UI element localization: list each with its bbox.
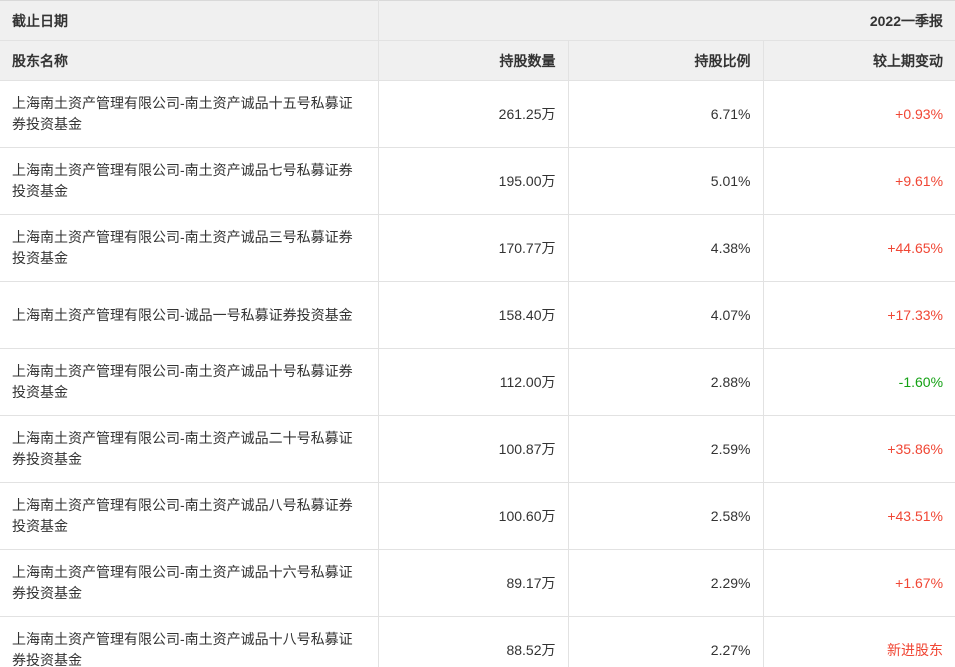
table-row: 上海南土资产管理有限公司-南土资产诚品十六号私募证券投资基金 89.17万 2.… xyxy=(0,549,955,617)
table-row: 上海南土资产管理有限公司-南土资产诚品十号私募证券投资基金 112.00万 2.… xyxy=(0,348,955,416)
holding-ratio-cell: 6.71% xyxy=(567,80,763,148)
shares-held-cell: 88.52万 xyxy=(377,616,568,667)
shareholder-name-cell: 上海南土资产管理有限公司-诚品一号私募证券投资基金 xyxy=(0,281,378,349)
report-period-row: 截止日期 2022一季报 xyxy=(0,0,955,41)
holding-ratio-cell: 4.38% xyxy=(567,214,763,282)
change-cell: +35.86% xyxy=(762,415,955,483)
shareholder-name-cell: 上海南土资产管理有限公司-南土资产诚品七号私募证券投资基金 xyxy=(0,147,378,215)
column-header-holding-ratio: 持股比例 xyxy=(567,40,763,81)
table-body: 上海南土资产管理有限公司-南土资产诚品十五号私募证券投资基金 261.25万 6… xyxy=(0,80,955,667)
table-row: 上海南土资产管理有限公司-南土资产诚品二十号私募证券投资基金 100.87万 2… xyxy=(0,415,955,483)
shareholder-name-cell: 上海南土资产管理有限公司-南土资产诚品十五号私募证券投资基金 xyxy=(0,80,378,148)
shareholder-name-cell: 上海南土资产管理有限公司-南土资产诚品三号私募证券投资基金 xyxy=(0,214,378,282)
shares-held-cell: 112.00万 xyxy=(377,348,568,416)
change-cell: +9.61% xyxy=(762,147,955,215)
shares-held-cell: 100.60万 xyxy=(377,482,568,550)
change-cell: -1.60% xyxy=(762,348,955,416)
change-cell: +43.51% xyxy=(762,482,955,550)
change-cell: +44.65% xyxy=(762,214,955,282)
shares-held-cell: 89.17万 xyxy=(377,549,568,617)
holding-ratio-cell: 5.01% xyxy=(567,147,763,215)
shareholder-name-cell: 上海南土资产管理有限公司-南土资产诚品二十号私募证券投资基金 xyxy=(0,415,378,483)
change-cell: 新进股东 xyxy=(762,616,955,667)
table-row: 上海南土资产管理有限公司-诚品一号私募证券投资基金 158.40万 4.07% … xyxy=(0,281,955,349)
shares-held-cell: 158.40万 xyxy=(377,281,568,349)
change-cell: +0.93% xyxy=(762,80,955,148)
table-row: 上海南土资产管理有限公司-南土资产诚品十五号私募证券投资基金 261.25万 6… xyxy=(0,80,955,148)
change-cell: +17.33% xyxy=(762,281,955,349)
column-header-shares-held: 持股数量 xyxy=(377,40,568,81)
shareholder-name-cell: 上海南土资产管理有限公司-南土资产诚品八号私募证券投资基金 xyxy=(0,482,378,550)
shares-held-cell: 261.25万 xyxy=(377,80,568,148)
table-row: 上海南土资产管理有限公司-南土资产诚品十八号私募证券投资基金 88.52万 2.… xyxy=(0,616,955,667)
table-row: 上海南土资产管理有限公司-南土资产诚品三号私募证券投资基金 170.77万 4.… xyxy=(0,214,955,282)
shares-held-cell: 100.87万 xyxy=(377,415,568,483)
holding-ratio-cell: 2.59% xyxy=(567,415,763,483)
shareholder-name-cell: 上海南土资产管理有限公司-南土资产诚品十号私募证券投资基金 xyxy=(0,348,378,416)
holding-ratio-cell: 2.58% xyxy=(567,482,763,550)
holding-ratio-cell: 2.27% xyxy=(567,616,763,667)
shares-held-cell: 170.77万 xyxy=(377,214,568,282)
shares-held-cell: 195.00万 xyxy=(377,147,568,215)
change-cell: +1.67% xyxy=(762,549,955,617)
cutoff-date-label: 截止日期 xyxy=(0,0,378,41)
shareholder-name-cell: 上海南土资产管理有限公司-南土资产诚品十六号私募证券投资基金 xyxy=(0,549,378,617)
holding-ratio-cell: 4.07% xyxy=(567,281,763,349)
column-header-row: 股东名称 持股数量 持股比例 较上期变动 xyxy=(0,40,955,81)
shareholder-name-cell: 上海南土资产管理有限公司-南土资产诚品十八号私募证券投资基金 xyxy=(0,616,378,667)
holding-ratio-cell: 2.29% xyxy=(567,549,763,617)
table-row: 上海南土资产管理有限公司-南土资产诚品七号私募证券投资基金 195.00万 5.… xyxy=(0,147,955,215)
column-header-change-from-previous: 较上期变动 xyxy=(762,40,955,81)
report-period-value: 2022一季报 xyxy=(377,0,955,41)
holding-ratio-cell: 2.88% xyxy=(567,348,763,416)
table-row: 上海南土资产管理有限公司-南土资产诚品八号私募证券投资基金 100.60万 2.… xyxy=(0,482,955,550)
column-header-shareholder-name: 股东名称 xyxy=(0,40,378,81)
